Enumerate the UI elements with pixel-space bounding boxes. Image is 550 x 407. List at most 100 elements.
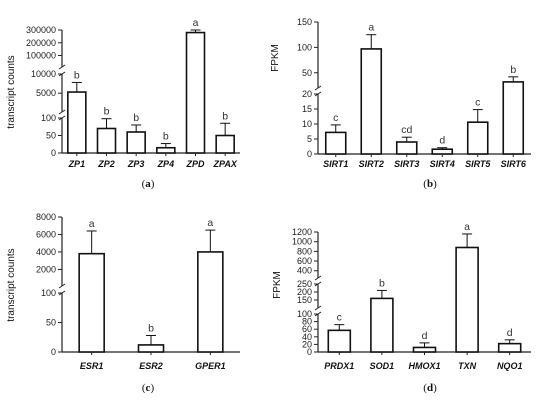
- y-tick-label: 200: [297, 287, 312, 297]
- y-tick-label: 8000: [36, 212, 56, 222]
- chart-panel-c: 0 50 100 2000 4000 6000 8000 transcript counts a…: [6, 212, 240, 394]
- category-label: SIRT1: [323, 159, 348, 169]
- significance-label: b: [148, 322, 154, 334]
- category-label: SIRT2: [359, 159, 384, 169]
- significance-label: d: [507, 327, 513, 339]
- bar: [412, 346, 437, 353]
- category-label: SIRT5: [465, 159, 491, 169]
- y-tick-label: 250: [297, 279, 312, 289]
- panel-label: (c): [142, 382, 155, 394]
- y-tick-label: 100: [297, 42, 312, 52]
- axis-break-mark: [314, 281, 322, 287]
- y-tick-label: 100: [297, 309, 312, 319]
- chart-panel-a: 0 50 100 5000 10000 100000 200000 300000 transcr…: [6, 17, 240, 190]
- panel-label: (d): [423, 382, 437, 394]
- significance-label: c: [333, 112, 338, 124]
- bar: [360, 48, 383, 155]
- category-label: SIRT6: [501, 159, 527, 169]
- category-label: SIRT4: [430, 159, 455, 169]
- bar: [137, 344, 165, 353]
- y-tick-label: 10: [302, 119, 312, 129]
- bar: [370, 297, 394, 353]
- y-tick-label: 50: [302, 68, 312, 78]
- category-label: PRDX1: [324, 361, 354, 371]
- y-tick-label: 10000: [31, 69, 56, 79]
- significance-label: a: [464, 221, 470, 233]
- significance-label: c: [475, 97, 480, 109]
- y-tick-label: 150: [297, 17, 312, 27]
- significance-label: c: [337, 312, 342, 324]
- bar: [126, 131, 146, 154]
- axis-break-mark: [58, 290, 66, 296]
- bar: [395, 141, 418, 155]
- significance-label: b: [133, 112, 139, 124]
- y-tick-label: 4000: [36, 247, 56, 257]
- category-label: ZP4: [157, 159, 175, 169]
- bar: [497, 342, 522, 353]
- axis-break-mark: [314, 91, 322, 97]
- y-axis-label: FPKM: [270, 44, 281, 72]
- category-label: ZP1: [68, 159, 86, 169]
- bar: [466, 121, 489, 155]
- panel-label: (b): [423, 178, 437, 190]
- category-label: ESR1: [80, 361, 104, 371]
- significance-label: b: [379, 277, 385, 289]
- panel-label: (a): [142, 178, 155, 190]
- significance-label: a: [207, 217, 213, 229]
- y-tick-label: 80: [302, 317, 312, 327]
- y-tick-label: 50: [46, 318, 56, 328]
- category-label: ESR2: [139, 361, 163, 371]
- significance-label: b: [104, 106, 110, 118]
- significance-label: d: [422, 330, 428, 342]
- y-tick-label: 100: [41, 288, 56, 298]
- axis-break-mark: [314, 311, 322, 317]
- y-tick-label: 2000: [36, 264, 56, 274]
- axis-break-mark: [58, 115, 66, 121]
- y-tick-label: 200000: [26, 38, 56, 48]
- significance-label: b: [163, 131, 169, 143]
- significance-label: cd: [401, 124, 412, 136]
- y-tick-label: 0: [307, 149, 312, 159]
- significance-label: a: [368, 22, 374, 34]
- y-tick-label: 5: [307, 134, 312, 144]
- y-tick-label: 5000: [36, 88, 56, 98]
- bar: [197, 251, 224, 353]
- bar: [78, 252, 105, 353]
- category-label: NQO1: [497, 361, 523, 371]
- y-tick-label: 400: [297, 266, 312, 276]
- bar: [327, 329, 352, 353]
- axis-break-mark: [58, 71, 66, 77]
- y-axis-label: transcript counts: [6, 55, 17, 128]
- y-tick-label: 1200: [292, 227, 312, 237]
- significance-label: d: [439, 135, 445, 147]
- y-tick-label: 800: [297, 246, 312, 256]
- category-label: TXN: [458, 361, 477, 371]
- y-tick-label: 50: [46, 131, 56, 141]
- significance-label: b: [74, 69, 80, 81]
- y-tick-label: 20: [302, 339, 312, 349]
- y-tick-label: 300000: [26, 25, 56, 35]
- category-label: ZPD: [186, 159, 206, 169]
- y-tick-label: 150: [297, 295, 312, 305]
- bar: [455, 246, 479, 353]
- y-axis-label: transcript counts: [6, 248, 17, 321]
- y-tick-label: 15: [302, 104, 312, 114]
- y-tick-label: 600: [297, 256, 312, 266]
- y-tick-label: 20: [302, 89, 312, 99]
- y-tick-label: 40: [302, 332, 312, 342]
- bar: [185, 31, 206, 154]
- significance-label: b: [510, 64, 516, 76]
- bar: [215, 134, 235, 154]
- category-label: ZP2: [97, 159, 115, 169]
- bar: [431, 148, 454, 155]
- bar: [156, 146, 176, 154]
- y-tick-label: 60: [302, 324, 312, 334]
- category-label: SIRT3: [394, 159, 419, 169]
- bar: [502, 81, 525, 155]
- category-label: HMOX1: [408, 361, 440, 371]
- y-tick-label: 100000: [26, 51, 56, 61]
- y-tick-label: 6000: [36, 229, 56, 239]
- bar: [67, 91, 87, 154]
